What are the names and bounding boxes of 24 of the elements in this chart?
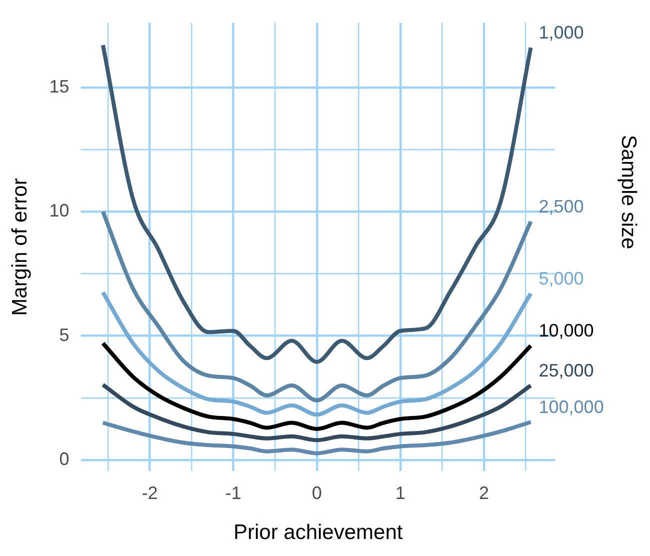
line-series — [100, 382, 533, 442]
y-tick-label: 10 — [49, 200, 70, 221]
series-label: 25,000 — [538, 360, 594, 380]
y-tick-label: 15 — [49, 76, 70, 96]
y-tick-label: 5 — [59, 324, 70, 345]
series-label: 5,000 — [538, 268, 584, 289]
series-label: 100,000 — [538, 396, 604, 417]
x-axis-title: Prior achievement — [233, 521, 403, 544]
x-tick-label: 2 — [478, 482, 489, 503]
x-tick-label: 0 — [312, 482, 322, 503]
y-tick-label: 0 — [59, 448, 70, 469]
line-series — [100, 341, 533, 431]
x-tick-label: -2 — [142, 482, 158, 503]
series-label: 2,500 — [538, 196, 584, 217]
x-tick-label: 1 — [395, 482, 406, 503]
x-tick-label: -1 — [225, 482, 242, 503]
line-series — [100, 290, 533, 417]
line-series — [100, 420, 533, 456]
line-series — [100, 43, 533, 364]
series-label: 1,000 — [538, 22, 584, 43]
y2-axis-title: Sample size — [617, 134, 640, 250]
y-axis-title: Margin of error — [8, 178, 32, 316]
series-label: 10,000 — [538, 320, 594, 341]
line-series — [100, 210, 533, 402]
